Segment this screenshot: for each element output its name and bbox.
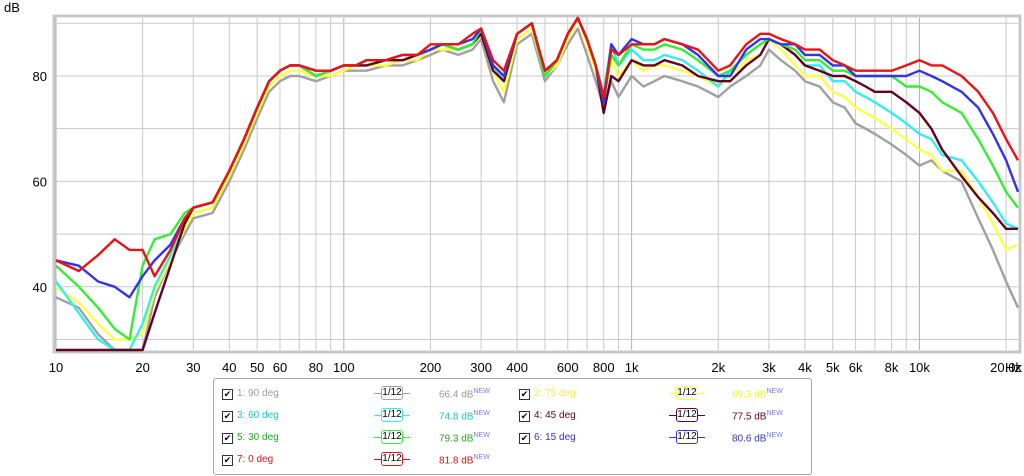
x-tick-label: 40: [222, 360, 236, 375]
legend-item[interactable]: ✔ 7: 0 deg 1/12 81.8 dBNEW: [222, 452, 519, 469]
x-tick-label: 80: [309, 360, 323, 375]
legend: ✔ 1: 90 deg 1/12 66.4 dBNEW ✔ 2: 75 deg 1/12 69…: [213, 378, 812, 475]
x-axis-unit: Hz: [1005, 360, 1021, 375]
legend-checkbox[interactable]: ✔: [222, 433, 233, 444]
x-tick-label: 4k: [798, 360, 812, 375]
legend-level-value: 79.3 dB: [439, 433, 474, 445]
legend-checkbox[interactable]: ✔: [519, 389, 530, 400]
smoothing-button[interactable]: 1/12: [374, 386, 410, 400]
legend-level-value: 66.4 dB: [439, 389, 474, 401]
x-tick-label: 30: [186, 360, 200, 375]
new-badge: NEW: [473, 432, 490, 439]
new-badge: NEW: [473, 388, 490, 395]
curves: [55, 16, 1020, 352]
x-tick-label: 1k: [625, 360, 639, 375]
legend-level: 79.3 dBNEW: [439, 432, 490, 444]
legend-checkbox[interactable]: ✔: [519, 411, 530, 422]
grid: [55, 18, 1018, 350]
smoothing-label: 1/12: [676, 430, 698, 444]
new-badge: NEW: [473, 410, 490, 417]
legend-level: 77.5 dBNEW: [732, 410, 783, 422]
legend-item[interactable]: ✔ 5: 30 deg 1/12 79.3 dBNEW: [222, 430, 519, 447]
new-badge: NEW: [766, 410, 783, 417]
smoothing-label: 1/12: [381, 386, 403, 400]
smoothing-button[interactable]: 1/12: [374, 452, 410, 466]
legend-label: 3: 60 deg: [237, 410, 279, 421]
new-badge: NEW: [766, 432, 783, 439]
x-tick-label: 20.0k: [990, 360, 1022, 375]
legend-level: 66.4 dBNEW: [439, 388, 490, 400]
legend-level: 80.6 dBNEW: [732, 432, 783, 444]
legend-label: 6: 15 deg: [534, 432, 576, 443]
x-tick-label: 600: [557, 360, 579, 375]
x-tick-label: 20: [135, 360, 149, 375]
new-badge: NEW: [766, 388, 783, 395]
x-tick-label: 6k: [849, 360, 863, 375]
y-tick-label: 40: [33, 280, 47, 295]
legend-level: 69.3 dBNEW: [732, 388, 783, 400]
legend-level-value: 69.3 dB: [732, 389, 767, 401]
y-axis: 40 60 80: [33, 69, 47, 295]
series-line-7: [55, 16, 1020, 278]
y-tick-label: 60: [33, 174, 47, 189]
x-tick-label: 2k: [711, 360, 725, 375]
x-tick-label: 8k: [885, 360, 899, 375]
legend-item[interactable]: ✔ 2: 75 deg 1/12 69.3 dBNEW: [519, 386, 812, 403]
x-tick-label: 10k: [909, 360, 930, 375]
plot-frame: [52, 14, 1022, 354]
legend-checkbox[interactable]: ✔: [519, 433, 530, 444]
legend-level-value: 80.6 dB: [732, 433, 767, 445]
legend-level-value: 81.8 dB: [439, 455, 474, 467]
legend-item[interactable]: ✔ 3: 60 deg 1/12 74.8 dBNEW: [222, 408, 519, 425]
legend-checkbox[interactable]: ✔: [222, 411, 233, 422]
smoothing-button[interactable]: 1/12: [669, 430, 705, 444]
smoothing-button[interactable]: 1/12: [669, 386, 705, 400]
legend-item[interactable]: ✔ 4: 45 deg 1/12 77.5 dBNEW: [519, 408, 812, 425]
series-line-2: [55, 16, 1019, 341]
new-badge: NEW: [473, 454, 490, 461]
x-tick-label: 3k: [762, 360, 776, 375]
x-tick-label: 200: [420, 360, 442, 375]
x-tick-label: 100: [333, 360, 355, 375]
legend-label: 7: 0 deg: [237, 454, 274, 465]
smoothing-label: 1/12: [381, 408, 403, 422]
legend-level-value: 74.8 dB: [439, 411, 474, 423]
y-axis-label: dB: [4, 0, 20, 15]
legend-item[interactable]: ✔ 1: 90 deg 1/12 66.4 dBNEW: [222, 386, 519, 403]
x-tick-label: 10: [49, 360, 63, 375]
smoothing-label: 1/12: [381, 430, 403, 444]
x-tick-label: 5k: [826, 360, 840, 375]
x-tick-label: 60: [273, 360, 287, 375]
x-tick-label: 50: [250, 360, 264, 375]
legend-checkbox[interactable]: ✔: [222, 389, 233, 400]
x-tick-label: 400: [506, 360, 528, 375]
smoothing-label: 1/12: [676, 408, 698, 422]
legend-label: 5: 30 deg: [237, 432, 279, 443]
x-axis: 10 20 30 40 50 60 80 100 200 300 400 600 800 1k 2k 3k 4k…: [49, 360, 1023, 375]
smoothing-label: 1/12: [676, 386, 698, 400]
legend-label: 4: 45 deg: [534, 410, 576, 421]
smoothing-button[interactable]: 1/12: [669, 408, 705, 422]
smoothing-label: 1/12: [381, 452, 403, 466]
legend-item[interactable]: ✔ 6: 15 deg 1/12 80.6 dBNEW: [519, 430, 812, 447]
legend-checkbox[interactable]: ✔: [222, 455, 233, 466]
smoothing-button[interactable]: 1/12: [374, 408, 410, 422]
legend-label: 2: 75 deg: [534, 388, 576, 399]
legend-level: 81.8 dBNEW: [439, 454, 490, 466]
x-tick-label: 300: [470, 360, 492, 375]
y-tick-label: 80: [33, 69, 47, 84]
x-tick-label: 800: [593, 360, 615, 375]
smoothing-button[interactable]: 1/12: [374, 430, 410, 444]
legend-label: 1: 90 deg: [237, 388, 279, 399]
legend-level-value: 77.5 dB: [732, 411, 767, 423]
legend-level: 74.8 dBNEW: [439, 410, 490, 422]
